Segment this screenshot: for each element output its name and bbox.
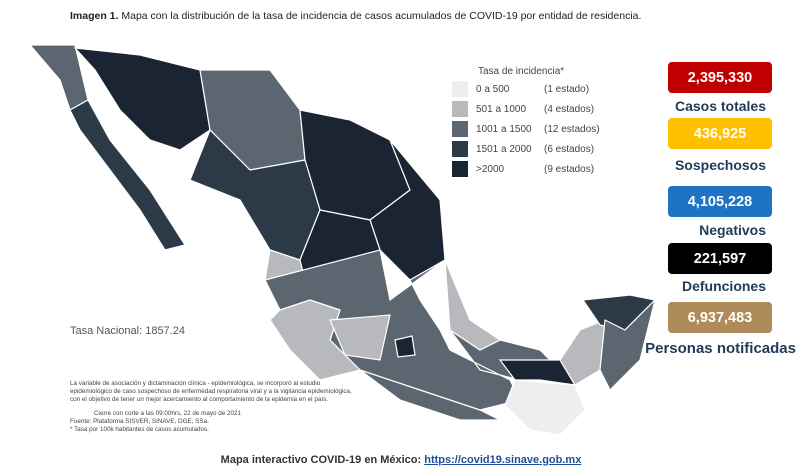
notes: La variable de asociación y dictaminació… bbox=[70, 380, 352, 434]
note-line: * Tasa por 100k habitantes de casos acum… bbox=[70, 426, 209, 433]
legend-rows: 0 a 500 (1 estado) 501 a 1000 (4 estados) 10… bbox=[452, 79, 600, 179]
state bbox=[28, 44, 89, 111]
title-text: Mapa con la distribución de la tasa de i… bbox=[121, 10, 642, 22]
legend-swatch bbox=[452, 161, 468, 177]
legend-count: (12 estados) bbox=[544, 123, 600, 135]
note-line: Fuente: Plataforma SISVER, SINAVE, DGE, … bbox=[70, 418, 209, 425]
legend-title: Tasa de incidencia* bbox=[478, 66, 565, 77]
stat-value: 2,395,330 bbox=[668, 62, 772, 93]
national-rate: Tasa Nacional: 1857.24 bbox=[70, 325, 185, 337]
title: Imagen 1. Mapa con la distribución de la… bbox=[70, 10, 641, 22]
legend-range: 501 a 1000 bbox=[476, 103, 527, 115]
state bbox=[498, 359, 577, 386]
legend-row: 1501 a 2000 (6 estados) bbox=[452, 139, 600, 159]
title-label: Imagen 1. bbox=[70, 10, 119, 22]
legend-swatch bbox=[452, 101, 468, 117]
state bbox=[504, 379, 586, 436]
legend-swatch bbox=[452, 81, 468, 97]
footer-text: Mapa interactivo COVID-19 en México: bbox=[220, 454, 422, 466]
legend-swatch bbox=[452, 121, 468, 137]
state bbox=[73, 47, 211, 151]
state bbox=[329, 314, 391, 361]
stat-label: Defunciones bbox=[681, 278, 766, 294]
legend-row: 501 a 1000 (4 estados) bbox=[452, 99, 600, 119]
legend-row: 1001 a 1500 (12 estados) bbox=[452, 119, 600, 139]
stat-value: 221,597 bbox=[668, 243, 772, 274]
note-line: con el objetivo de tener un mejor acerca… bbox=[70, 396, 328, 403]
footer: Mapa interactivo COVID-19 en México: htt… bbox=[0, 454, 802, 466]
legend-count: (9 estados) bbox=[544, 163, 595, 175]
stat-value: 6,937,483 bbox=[668, 302, 772, 333]
stat-label: Negativos bbox=[699, 222, 766, 238]
legend-count: (1 estado) bbox=[544, 83, 590, 95]
legend: Tasa de incidencia* 0 a 500 (1 estado) 501… bbox=[452, 66, 600, 179]
legend-swatch bbox=[452, 141, 468, 157]
state bbox=[69, 99, 186, 251]
legend-range: >2000 bbox=[476, 163, 505, 175]
stat-value: 4,105,228 bbox=[668, 186, 772, 217]
note-line: epidemiológico de caso sospechoso de enf… bbox=[70, 388, 352, 395]
legend-range: 1501 a 2000 bbox=[476, 143, 532, 155]
stat-label: Casos totales bbox=[674, 98, 766, 114]
note-line: Cierre con corte a las 09:00hrs, 22 de m… bbox=[94, 410, 242, 417]
stat-label: Personas notificadas bbox=[645, 340, 796, 357]
stat-label: Sospechosos bbox=[674, 157, 766, 173]
legend-count: (4 estados) bbox=[544, 103, 595, 115]
state bbox=[394, 335, 416, 358]
legend-range: 0 a 500 bbox=[476, 83, 510, 95]
stat-value: 436,925 bbox=[668, 118, 772, 149]
legend-row: >2000 (9 estados) bbox=[452, 159, 600, 179]
note-line: La variable de asociación y dictaminació… bbox=[70, 380, 321, 387]
state bbox=[444, 259, 502, 351]
legend-range: 1001 a 1500 bbox=[476, 123, 532, 135]
state bbox=[359, 369, 501, 421]
footer-link[interactable]: https://covid19.sinave.gob.mx bbox=[424, 454, 582, 466]
state bbox=[599, 298, 657, 392]
legend-row: 0 a 500 (1 estado) bbox=[452, 79, 600, 99]
state bbox=[369, 139, 446, 281]
legend-count: (6 estados) bbox=[544, 143, 595, 155]
